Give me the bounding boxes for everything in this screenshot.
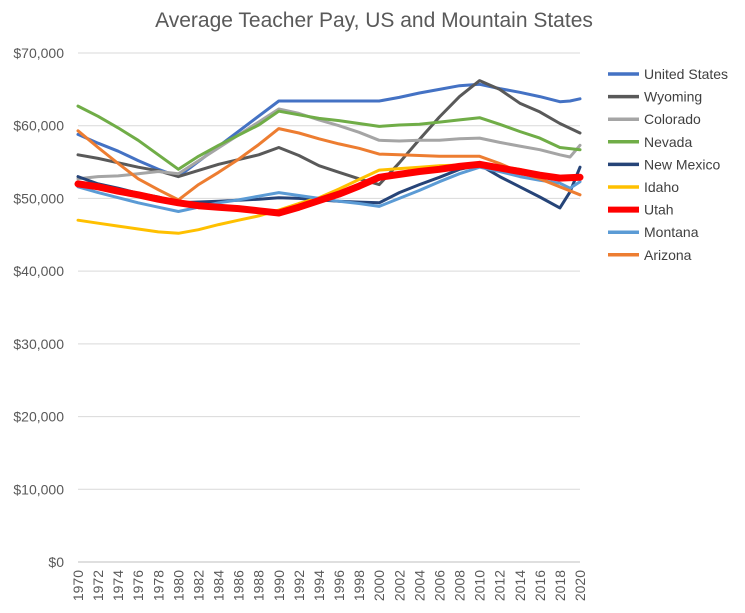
x-tick-label: 2020 <box>572 570 588 601</box>
x-tick-label: 2008 <box>452 570 468 601</box>
y-tick-label: $0 <box>48 554 64 570</box>
x-tick-label: 1990 <box>271 570 287 601</box>
legend-label: Nevada <box>644 134 692 150</box>
series-line-nevada <box>76 104 582 171</box>
x-tick-label: 2010 <box>472 570 488 601</box>
y-tick-label: $10,000 <box>13 481 64 497</box>
x-tick-label: 1994 <box>311 570 327 601</box>
series-lines <box>74 79 584 235</box>
legend-label: Wyoming <box>644 89 702 105</box>
x-tick-label: 2002 <box>391 570 407 601</box>
legend-label: New Mexico <box>644 156 720 172</box>
series-line-arizona <box>76 127 582 202</box>
x-tick-label: 1976 <box>130 570 146 601</box>
x-tick-label: 2006 <box>431 570 447 601</box>
y-tick-label: $30,000 <box>13 336 64 352</box>
legend: United States Wyoming Colorado Nevada New Me… <box>608 66 728 263</box>
x-axis: 1970 1972 1974 1976 1978 1980 1982 1984 1986 1988… <box>70 570 588 601</box>
series-line-colorado <box>76 107 582 181</box>
y-axis: $0 $10,000 $20,000 $30,000 $40,000 $50,000 $60… <box>13 45 64 570</box>
y-tick-label: $60,000 <box>13 118 64 134</box>
legend-label: United States <box>644 66 728 82</box>
x-tick-label: 1986 <box>231 570 247 601</box>
x-tick-label: 1984 <box>211 570 227 601</box>
legend-label: Montana <box>644 224 699 240</box>
legend-label: Utah <box>644 202 674 218</box>
x-tick-label: 1998 <box>351 570 367 601</box>
x-tick-label: 2012 <box>492 570 508 601</box>
chart-title: Average Teacher Pay, US and Mountain Sta… <box>155 9 593 32</box>
x-tick-label: 2018 <box>552 570 568 601</box>
legend-label: Arizona <box>644 247 692 263</box>
y-tick-label: $50,000 <box>13 190 64 206</box>
legend-label: Idaho <box>644 179 679 195</box>
x-tick-label: 1974 <box>110 570 126 601</box>
series-line-united-states <box>76 82 582 179</box>
y-tick-label: $70,000 <box>13 45 64 61</box>
x-tick-label: 1988 <box>251 570 267 601</box>
x-tick-label: 1980 <box>170 570 186 601</box>
series-line-utah <box>74 160 584 217</box>
series-line-montana <box>76 165 582 213</box>
x-tick-label: 2014 <box>512 570 528 601</box>
gridlines <box>78 52 580 563</box>
series-line-wyoming <box>76 79 582 187</box>
x-tick-label: 1972 <box>90 570 106 601</box>
x-tick-label: 1992 <box>291 570 307 601</box>
y-tick-label: $20,000 <box>13 409 64 425</box>
legend-label: Colorado <box>644 111 701 127</box>
x-tick-label: 2016 <box>532 570 548 601</box>
x-tick-label: 1982 <box>190 570 206 601</box>
x-tick-label: 2000 <box>371 570 387 601</box>
x-tick-label: 1996 <box>331 570 347 601</box>
x-tick-label: 2004 <box>411 570 427 601</box>
x-tick-label: 1978 <box>150 570 166 601</box>
x-tick-label: 1970 <box>70 570 86 601</box>
y-tick-label: $40,000 <box>13 263 64 279</box>
